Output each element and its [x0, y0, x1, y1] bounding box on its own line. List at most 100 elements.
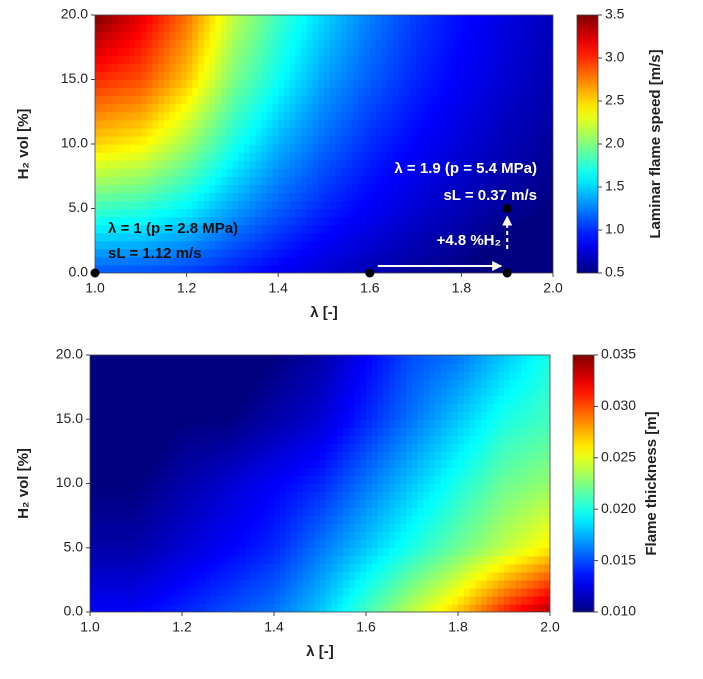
- heatmap-cell: [375, 111, 382, 121]
- heatmap-cell: [203, 248, 211, 258]
- heatmap-cell: [435, 523, 442, 533]
- heatmap-cell: [369, 119, 377, 129]
- heatmap-cell: [130, 555, 137, 565]
- heatmap-cell: [90, 403, 97, 412]
- heatmap-cell: [228, 371, 235, 380]
- heatmap-cell: [272, 79, 279, 89]
- heatmap-cell: [249, 232, 256, 242]
- heatmap-cell: [515, 419, 522, 428]
- heatmap-cell: [449, 79, 457, 89]
- heatmap-cell: [406, 603, 413, 612]
- heatmap-cell: [389, 539, 396, 549]
- heatmap-cell: [444, 240, 451, 250]
- heatmap-cell: [308, 603, 315, 612]
- heatmap-cell: [472, 152, 480, 161]
- heatmap-cell: [123, 216, 130, 226]
- heatmap-cell: [398, 232, 405, 242]
- heatmap-cell: [209, 176, 216, 185]
- heatmap-cell: [245, 411, 252, 420]
- heatmap-cell: [176, 355, 183, 364]
- heatmap-cell: [369, 192, 377, 202]
- heatmap-cell: [354, 531, 361, 541]
- heatmap-cell: [312, 192, 319, 202]
- heatmap-cell: [475, 587, 482, 597]
- heatmap-cell: [157, 176, 165, 185]
- heatmap-cell: [152, 63, 159, 73]
- heatmap-cell: [515, 579, 522, 589]
- heatmap-cell: [210, 475, 218, 485]
- heatmap-cell: [432, 216, 440, 226]
- heatmap-cell: [175, 71, 182, 81]
- heatmap-cell: [375, 23, 382, 32]
- heatmap-cell: [283, 15, 291, 24]
- heatmap-cell: [205, 411, 212, 420]
- heatmap-cell: [352, 79, 359, 89]
- heatmap-cell: [90, 371, 97, 380]
- heatmap-cell: [498, 475, 505, 485]
- heatmap-cell: [141, 363, 149, 372]
- heatmap-cell: [337, 515, 344, 525]
- point: [365, 268, 375, 278]
- heatmap-cell: [90, 395, 97, 404]
- heatmap-cell: [527, 603, 534, 612]
- heatmap-cell: [404, 176, 411, 185]
- heatmap-cell: [501, 200, 508, 210]
- heatmap-cell: [140, 208, 148, 218]
- heatmap-cell: [215, 152, 222, 161]
- heatmap-cell: [398, 144, 405, 153]
- heatmap-cell: [112, 87, 119, 97]
- heatmap-cell: [417, 587, 425, 597]
- heatmap-cell: [320, 427, 327, 436]
- heatmap-cell: [501, 160, 508, 169]
- heatmap-cell: [440, 491, 448, 501]
- heatmap-cell: [490, 63, 497, 73]
- heatmap-cell: [239, 595, 246, 605]
- heatmap-cell: [238, 192, 245, 202]
- heatmap-cell: [222, 563, 229, 573]
- heatmap-cell: [147, 411, 154, 420]
- heatmap-cell: [429, 435, 436, 444]
- heatmap-cell: [432, 39, 440, 48]
- heatmap-cell: [486, 467, 494, 477]
- heatmap-cell: [455, 95, 462, 105]
- heatmap-cell: [205, 355, 212, 364]
- heatmap-cell: [409, 208, 417, 218]
- heatmap-cell: [467, 264, 474, 273]
- heatmap-cell: [515, 587, 522, 597]
- heatmap-cell: [95, 256, 102, 266]
- heatmap-cell: [354, 579, 361, 589]
- heatmap-cell: [106, 160, 113, 169]
- heatmap-cell: [193, 531, 200, 541]
- heatmap-cell: [100, 127, 108, 137]
- heatmap-cell: [535, 248, 543, 258]
- heatmap-cell: [226, 248, 233, 258]
- heatmap-cell: [306, 168, 314, 177]
- heatmap-cell: [360, 491, 367, 501]
- heatmap-cell: [285, 435, 292, 444]
- heatmap-cell: [314, 371, 321, 380]
- heatmap-cell: [335, 248, 342, 258]
- heatmap-cell: [129, 87, 136, 97]
- heatmap-cell: [215, 144, 222, 153]
- heatmap-cell: [198, 200, 205, 210]
- heatmap-cell: [394, 595, 402, 605]
- heatmap-cell: [182, 427, 189, 436]
- heatmap-cell: [444, 47, 451, 56]
- heatmap-cell: [331, 563, 338, 573]
- heatmap-cell: [186, 184, 193, 193]
- heatmap-cell: [358, 208, 365, 218]
- heatmap-cell: [169, 200, 176, 210]
- heatmap-cell: [469, 603, 476, 612]
- heatmap-cell: [475, 467, 482, 477]
- heatmap-cell: [371, 411, 379, 420]
- heatmap-cell: [233, 395, 241, 404]
- heatmap-cell: [187, 603, 195, 612]
- heatmap-cell: [461, 47, 468, 56]
- heatmap-cell: [409, 71, 417, 81]
- heatmap-cell: [392, 248, 400, 258]
- heatmap-cell: [495, 111, 503, 121]
- heatmap-cell: [238, 15, 245, 24]
- heatmap-cell: [360, 603, 367, 612]
- heatmap-cell: [157, 79, 165, 89]
- heatmap-cell: [504, 467, 511, 477]
